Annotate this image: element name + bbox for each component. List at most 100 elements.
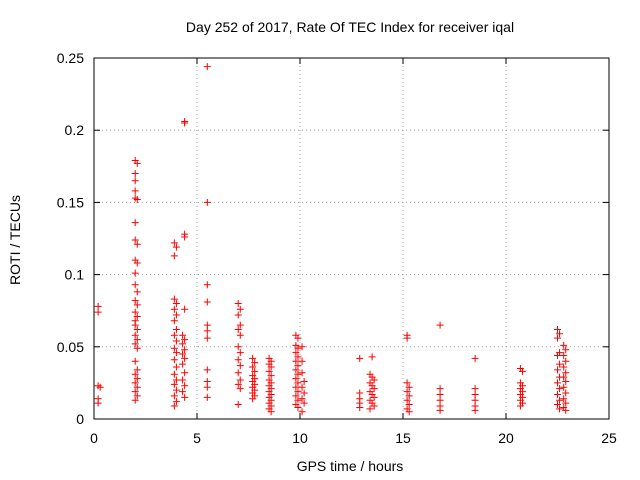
data-point xyxy=(181,369,189,377)
data-point xyxy=(133,288,141,296)
data-point xyxy=(370,393,378,401)
data-point xyxy=(298,408,306,416)
data-point xyxy=(370,385,378,393)
data-point xyxy=(203,383,211,391)
y-tick-label: 0 xyxy=(76,411,84,427)
x-tick-label: 5 xyxy=(193,430,201,446)
data-point xyxy=(170,239,178,247)
data-point xyxy=(131,321,139,329)
data-point xyxy=(516,402,524,410)
y-tick-label: 0.15 xyxy=(57,194,84,210)
data-point xyxy=(133,159,141,167)
data-point xyxy=(562,406,570,414)
x-axis-title: GPS time / hours xyxy=(297,458,404,474)
data-point xyxy=(133,240,141,248)
data-point xyxy=(265,367,273,375)
data-point xyxy=(170,370,178,378)
data-point xyxy=(131,370,139,378)
data-point xyxy=(172,299,180,307)
data-point xyxy=(298,343,306,351)
data-point xyxy=(562,389,570,397)
data-point xyxy=(267,363,275,371)
data-point xyxy=(133,325,141,333)
y-tick-label: 0.1 xyxy=(65,267,85,283)
data-point xyxy=(203,198,211,206)
data-point xyxy=(234,380,242,388)
data-point xyxy=(294,362,302,370)
data-point xyxy=(356,403,364,411)
data-point xyxy=(203,63,211,71)
data-point xyxy=(298,369,306,377)
data-point xyxy=(403,379,411,387)
data-point xyxy=(560,383,568,391)
data-point xyxy=(131,281,139,289)
data-point xyxy=(562,346,570,354)
data-point xyxy=(181,336,189,344)
data-point xyxy=(294,388,302,396)
data-point xyxy=(562,399,570,407)
data-point xyxy=(294,370,302,378)
data-point xyxy=(131,177,139,185)
data-point xyxy=(170,344,178,352)
data-point xyxy=(203,298,211,306)
data-point xyxy=(236,376,244,384)
data-point xyxy=(170,252,178,260)
data-point xyxy=(249,395,257,403)
data-point xyxy=(181,382,189,390)
data-point xyxy=(94,308,102,316)
data-point xyxy=(172,325,180,333)
data-point xyxy=(131,331,139,339)
data-points xyxy=(94,63,570,416)
data-point xyxy=(133,344,141,352)
data-point xyxy=(181,354,189,362)
data-point xyxy=(170,317,178,325)
data-point xyxy=(133,366,141,374)
data-point xyxy=(294,334,302,342)
data-point xyxy=(170,402,178,410)
data-point xyxy=(403,388,411,396)
data-point xyxy=(560,363,568,371)
data-point xyxy=(251,359,259,367)
data-point xyxy=(294,403,302,411)
data-point xyxy=(471,406,479,414)
data-point xyxy=(234,311,242,319)
data-point xyxy=(556,396,564,404)
data-point xyxy=(234,401,242,409)
data-point xyxy=(236,331,244,339)
data-point xyxy=(556,385,564,393)
data-point xyxy=(292,375,300,383)
data-point xyxy=(179,376,187,384)
data-point xyxy=(294,379,302,387)
data-point xyxy=(170,392,178,400)
data-point xyxy=(562,357,570,365)
data-point xyxy=(292,357,300,365)
data-point xyxy=(366,405,374,413)
grid-lines xyxy=(94,58,609,419)
data-point xyxy=(131,357,139,365)
data-point xyxy=(172,337,180,345)
data-point xyxy=(131,308,139,316)
data-point xyxy=(356,354,364,362)
data-point xyxy=(249,363,257,371)
data-point xyxy=(131,187,139,195)
data-point xyxy=(554,401,561,409)
data-point xyxy=(181,233,189,241)
data-point xyxy=(133,196,141,204)
data-point xyxy=(560,395,568,403)
data-point xyxy=(300,377,308,385)
data-point xyxy=(405,383,413,391)
data-point xyxy=(131,340,139,348)
data-point xyxy=(562,369,570,377)
data-point xyxy=(267,408,275,416)
data-point xyxy=(131,219,139,227)
y-axis-title: ROTI / TECUs xyxy=(7,195,23,285)
data-point xyxy=(170,356,178,364)
data-point xyxy=(131,236,139,244)
data-point xyxy=(405,408,413,416)
data-point xyxy=(292,392,300,400)
data-point xyxy=(96,383,104,391)
data-point xyxy=(298,357,306,365)
data-point xyxy=(172,311,180,319)
data-point xyxy=(181,346,189,354)
